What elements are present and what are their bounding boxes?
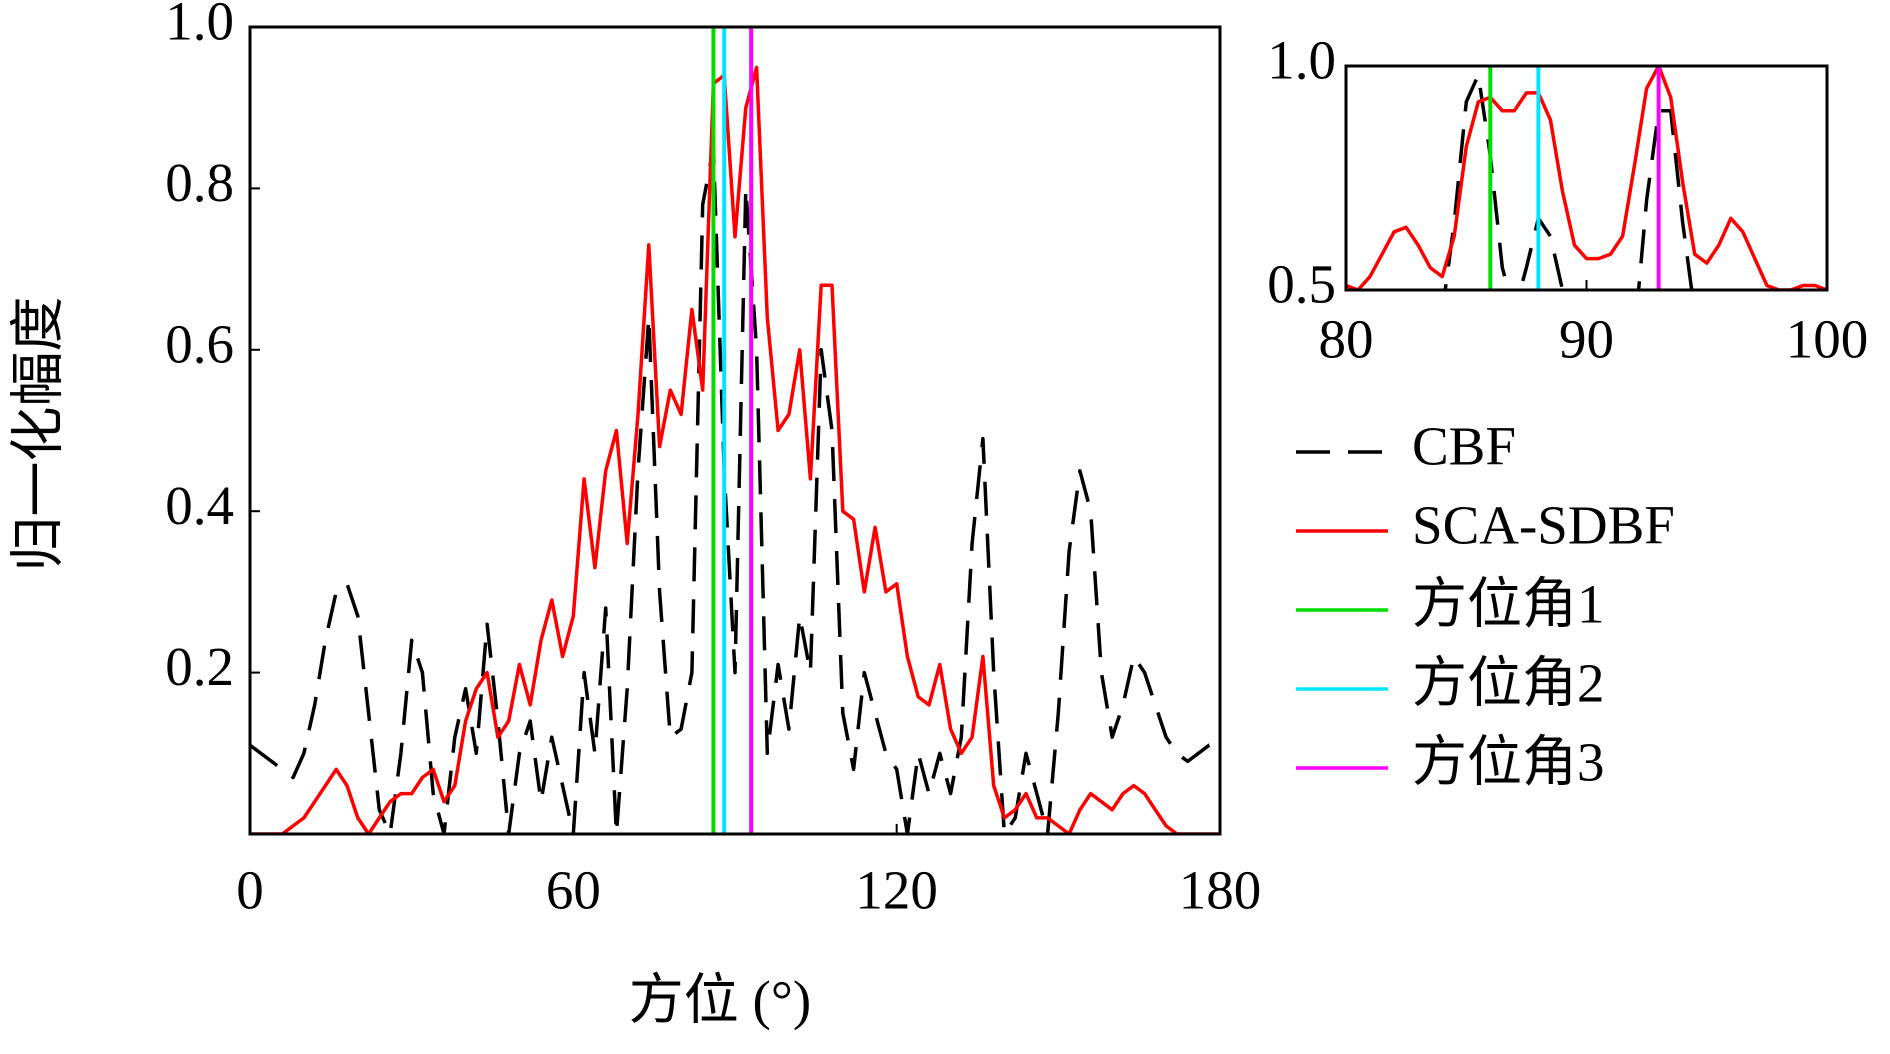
legend-label: 方位角3 bbox=[1412, 732, 1605, 793]
y-tick-label: 0.6 bbox=[165, 313, 234, 374]
legend-label: CBF bbox=[1412, 416, 1516, 477]
x-tick-label: 180 bbox=[1179, 860, 1262, 921]
series-line bbox=[1443, 73, 1694, 290]
y-axis-label: 归一化幅度 bbox=[8, 296, 69, 571]
y-tick-label: 0.8 bbox=[165, 152, 234, 213]
plot-area bbox=[250, 27, 1220, 834]
legend-label: 方位角2 bbox=[1412, 653, 1605, 714]
x-tick-label: 90 bbox=[1559, 309, 1614, 370]
y-tick-label: 0.4 bbox=[165, 475, 234, 536]
x-tick-label: 0 bbox=[236, 860, 264, 921]
y-tick-label: 1.0 bbox=[1267, 30, 1336, 91]
x-tick-label: 120 bbox=[855, 860, 938, 921]
y-tick-label: 1.0 bbox=[165, 0, 234, 52]
x-tick-label: 80 bbox=[1319, 309, 1374, 370]
series-line bbox=[1346, 66, 1827, 290]
x-tick-label: 100 bbox=[1786, 309, 1869, 370]
plot-frame bbox=[248, 25, 1222, 836]
x-axis-label: 方位 (°) bbox=[629, 970, 811, 1031]
series-line bbox=[250, 146, 1220, 834]
legend-label: 方位角1 bbox=[1412, 574, 1605, 635]
legend-label: SCA-SDBF bbox=[1412, 495, 1675, 556]
series-line bbox=[250, 65, 1220, 834]
y-tick-label: 0.2 bbox=[165, 636, 234, 697]
plot-area bbox=[1346, 66, 1827, 290]
x-tick-label: 60 bbox=[546, 860, 601, 921]
y-tick-label: 0.5 bbox=[1267, 254, 1336, 315]
